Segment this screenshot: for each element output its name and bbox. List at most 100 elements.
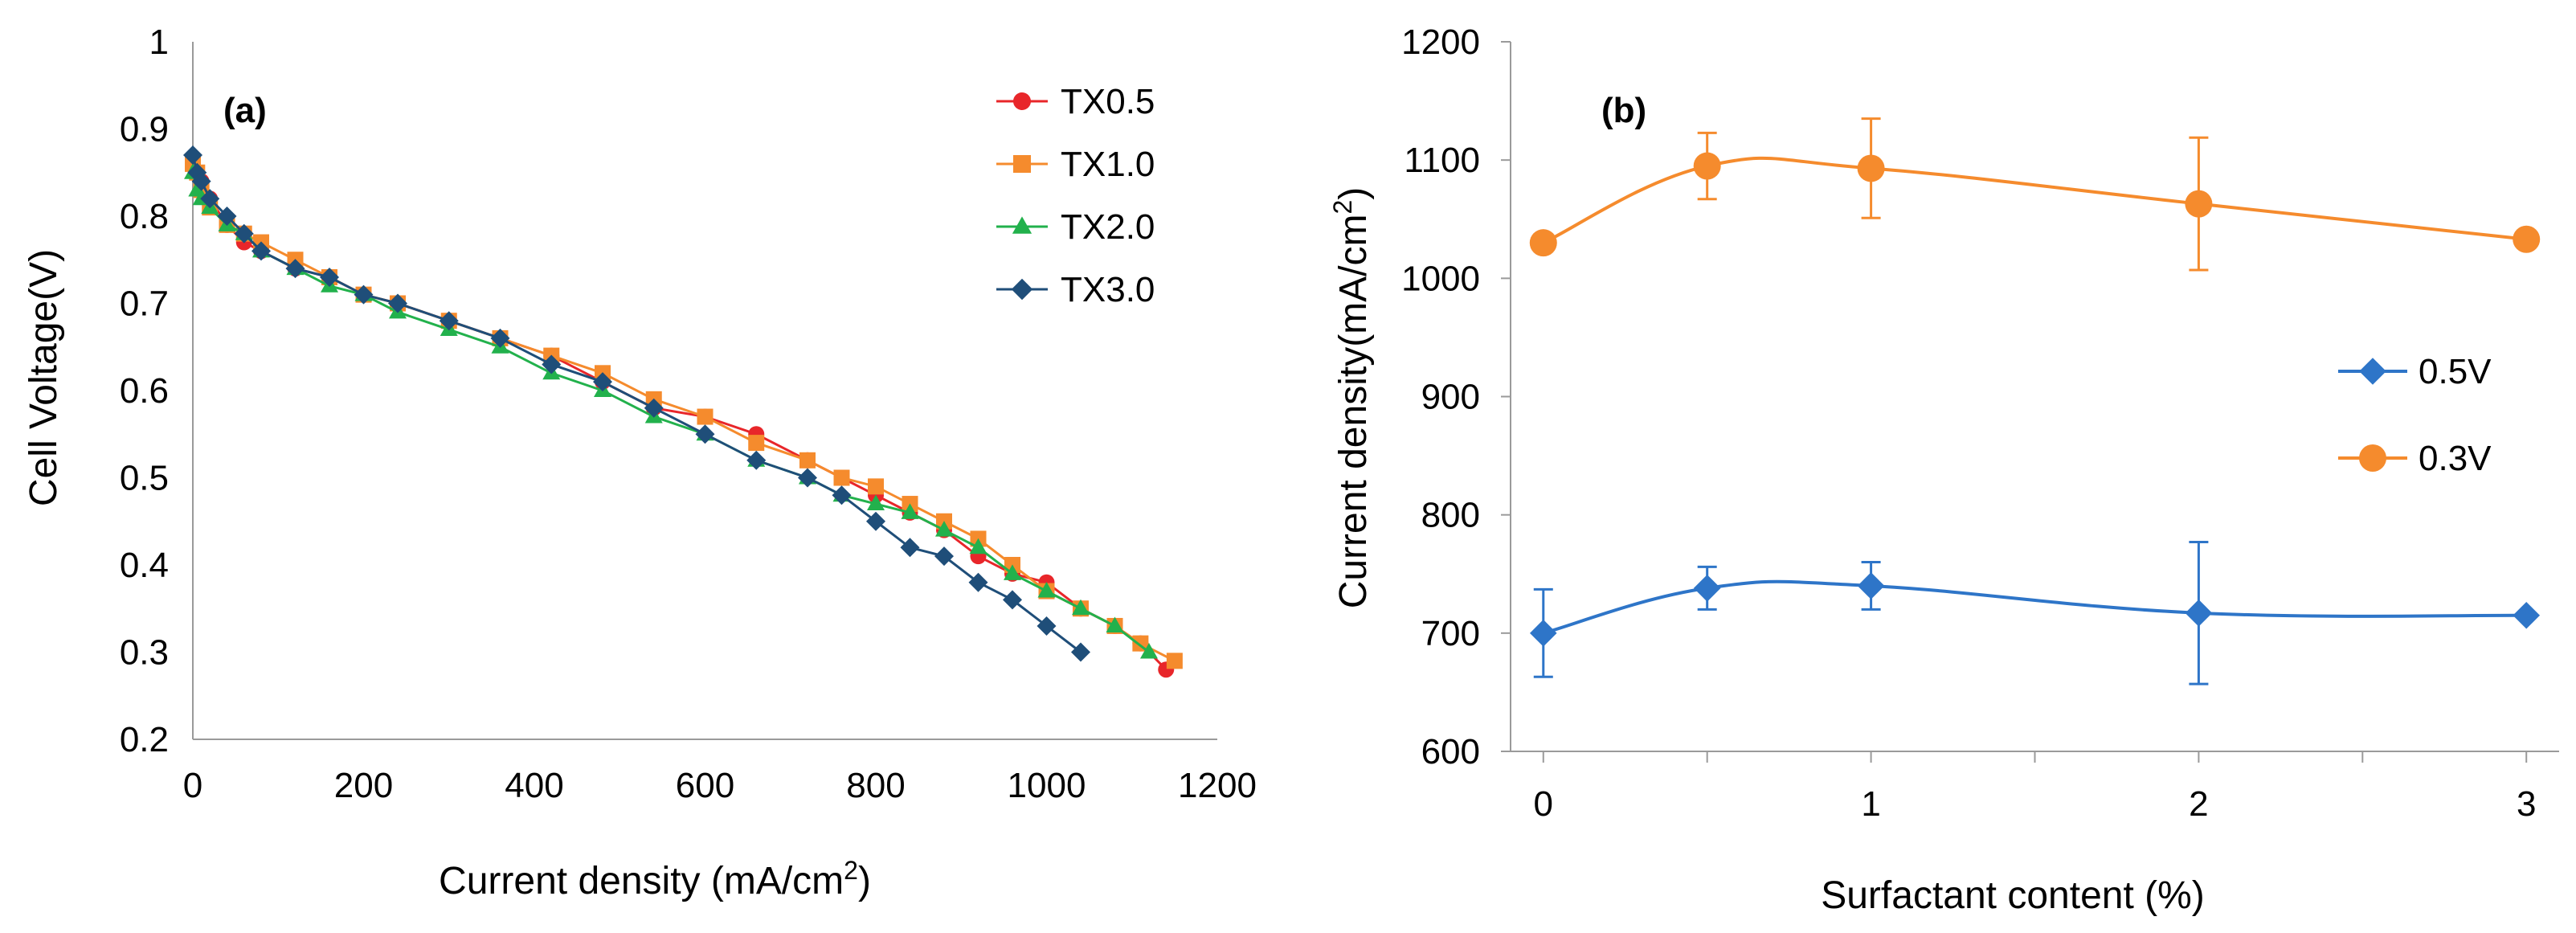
- panel-a-legend: TX0.5 TX1.0 TX2.0 TX3.0: [996, 82, 1155, 309]
- panel-b-series-line: [1542, 156, 2527, 244]
- panel-a-data-point: [1140, 643, 1158, 659]
- panel-b-x-tick-label: 1: [1861, 784, 1880, 824]
- panel-a-data-point: [388, 293, 407, 313]
- panel-b-y-tick-label: 800: [1421, 496, 1480, 535]
- panel-a-x-tick-labels: 0 200 400 600 800 1000 1200: [183, 766, 1257, 805]
- panel-a-legend-entry: TX1.0: [1061, 145, 1155, 184]
- panel-b-chart: 0 1 2 3 600 700 800 900 1000 1100 1200 (b) Curren…: [1328, 23, 2559, 917]
- panel-a-y-tick-label: 0.4: [120, 546, 169, 585]
- panel-a-x-tick-label: 0: [183, 766, 202, 805]
- panel-a-y-tick-label: 0.5: [120, 459, 169, 498]
- panel-b-y-tick-label: 1000: [1401, 259, 1480, 298]
- panel-b-series-line: [1543, 579, 2527, 635]
- panel-b-data-point: [2185, 190, 2213, 218]
- panel-a-data-point: [1037, 616, 1057, 636]
- panel-a-legend-marker: [1013, 92, 1031, 110]
- panel-a-x-tick-label: 400: [505, 766, 563, 805]
- panel-b-x-tick-labels: 0 1 2 3: [1534, 784, 2537, 824]
- panel-a-y-tick-label: 0.2: [120, 720, 169, 759]
- panel-b-y-axis-title-close: ): [1332, 187, 1375, 200]
- panel-b-x-tick-label: 2: [2189, 784, 2208, 824]
- panel-b-data-point: [2513, 225, 2541, 253]
- panel-b-y-axis-title: Current density(mA/cm2): [1328, 187, 1375, 609]
- panel-b-y-tick-label: 900: [1421, 378, 1480, 417]
- panel-a-data-point: [234, 223, 254, 243]
- panel-b-legend-marker: [2359, 358, 2386, 385]
- panel-a-legend-marker: [1013, 155, 1031, 173]
- panel-a-x-tick-label: 600: [676, 766, 734, 805]
- panel-a-data-point: [354, 284, 374, 305]
- panel-a-data-point: [867, 494, 885, 511]
- panel-a-data-point: [935, 521, 953, 537]
- panel-a-series-TX3.0: [183, 145, 1090, 662]
- panel-a-y-axis-title: Cell Voltage(V): [22, 249, 65, 506]
- panel-a-legend-entry: TX2.0: [1061, 207, 1155, 247]
- panel-a-x-tick-label: 1200: [1178, 766, 1257, 805]
- panel-a-data-point: [868, 478, 884, 495]
- panel-b-legend: 0.5V 0.3V: [2338, 352, 2492, 478]
- panel-a-data-point: [798, 468, 817, 488]
- panel-a-data-point: [934, 546, 954, 567]
- panel-a-data-point: [285, 259, 305, 279]
- panel-b-y-axis-title-main: Current density(mA/cm: [1332, 215, 1375, 609]
- panel-b-data-point: [2513, 601, 2541, 629]
- panel-a-data-point: [1003, 590, 1022, 610]
- panel-b-y-tick-label: 600: [1421, 732, 1480, 771]
- panel-a-data-point: [901, 503, 919, 519]
- panel-b-y-tick-label: 1200: [1401, 23, 1480, 62]
- panel-a-data-point: [490, 328, 510, 348]
- panel-b-y-tick-label: 700: [1421, 614, 1480, 653]
- panel-a-data-point: [191, 171, 211, 191]
- panel-a-y-tick-label: 0.8: [120, 197, 169, 236]
- panel-a-data-point: [1166, 653, 1183, 669]
- panel-a-y-tick-label: 1: [149, 23, 169, 62]
- panel-b-series-0.5V: [1529, 541, 2541, 685]
- panel-a-x-axis-title: Current density (mA/cm2): [439, 856, 871, 902]
- panel-a-data-point: [1004, 564, 1021, 580]
- panel-b-axes: [1501, 41, 2559, 763]
- panel-a-x-axis-title-sup: 2: [844, 856, 858, 885]
- panel-b-data-point: [1857, 154, 1885, 182]
- panel-a-data-point: [746, 450, 767, 470]
- panel-b-legend-entry: 0.5V: [2419, 352, 2492, 391]
- panel-a-legend-entry: TX3.0: [1061, 270, 1155, 309]
- panel-a-data-point: [1037, 582, 1056, 598]
- panel-b-series: [1529, 117, 2541, 685]
- panel-b-data-point: [1693, 575, 1721, 602]
- panel-b-y-axis-title-sup: 2: [1328, 200, 1357, 215]
- panel-b-series-0.3V: [1529, 117, 2541, 272]
- panel-a-legend-marker: [1011, 278, 1033, 301]
- panel-a-legend-marker: [1012, 216, 1032, 234]
- panel-a-data-point: [542, 354, 562, 374]
- panel-a-data-point: [748, 435, 765, 452]
- panel-a-x-tick-label: 1000: [1008, 766, 1086, 805]
- panel-b-data-point: [1529, 620, 1557, 647]
- panel-a-data-point: [832, 485, 852, 505]
- panel-b-y-tick-label: 1100: [1404, 141, 1480, 180]
- panel-a-data-point: [833, 469, 850, 486]
- panel-b-data-point: [1857, 572, 1885, 599]
- panel-a-data-point: [200, 189, 220, 209]
- panel-b-x-axis-title: Surfactant content (%): [1821, 874, 2205, 917]
- panel-a-data-point: [866, 511, 885, 531]
- panel-a-data-point: [320, 267, 339, 287]
- panel-b-x-tick-label: 0: [1534, 784, 1553, 824]
- panel-a-data-point: [217, 207, 237, 226]
- panel-a-data-point: [799, 452, 816, 469]
- panel-a-y-tick-label: 0.7: [120, 284, 169, 324]
- panel-a-y-tick-labels: 0.2 0.3 0.4 0.5 0.6 0.7 0.8 0.9 1: [120, 23, 169, 759]
- panel-b-x-tick-label: 3: [2517, 784, 2536, 824]
- panel-a-data-point: [900, 538, 920, 558]
- panel-a-data-point: [1071, 642, 1090, 662]
- panel-a-y-tick-label: 0.9: [120, 110, 169, 149]
- panel-a-data-point: [251, 241, 271, 261]
- panel-a-data-point: [439, 311, 459, 331]
- panel-a-data-point: [644, 398, 664, 418]
- panel-a-label: (a): [223, 91, 267, 130]
- panel-a-chart: 0 200 400 600 800 1000 1200 0.2 0.3 0.4 0.5 0.6 0.7…: [22, 23, 1257, 902]
- panel-a-y-tick-label: 0.6: [120, 371, 169, 411]
- panel-b-label: (b): [1601, 91, 1646, 130]
- panel-a-data-point: [695, 424, 715, 444]
- panel-a-x-tick-label: 800: [846, 766, 905, 805]
